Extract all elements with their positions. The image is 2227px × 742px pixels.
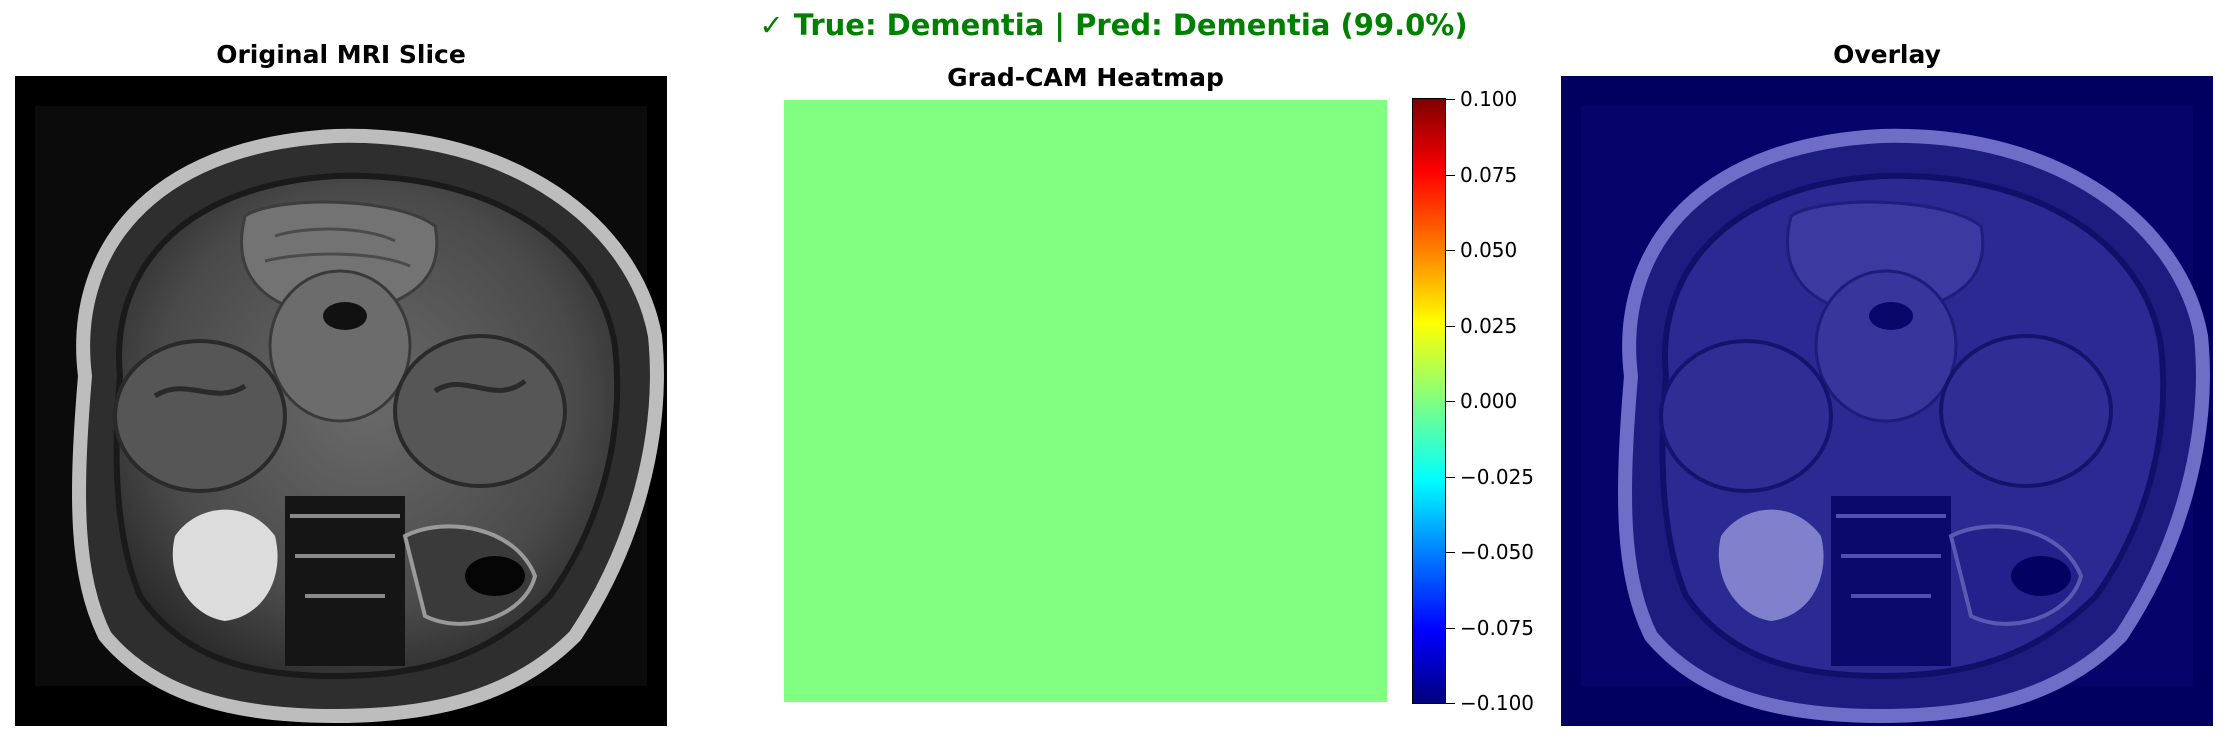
heatmap-panel-title: Grad-CAM Heatmap [947,63,1224,92]
colorbar-tick [1446,627,1455,629]
original-panel-title: Original MRI Slice [216,40,466,69]
colorbar-tick [1446,250,1455,251]
colorbar-tick-label: 0.025 [1460,313,1518,338]
colorbar-tick-label: −0.050 [1460,540,1535,564]
colorbar-tick-label: 0.050 [1460,238,1518,262]
gradcam-heatmap [784,100,1387,702]
colorbar-tick [1446,99,1455,100]
colorbar-tick-label: −0.100 [1460,691,1535,715]
colorbar-tick-label: −0.025 [1460,464,1535,489]
overlay-panel-title: Overlay [1833,40,1941,69]
original-mri-image [15,76,667,726]
colorbar-tick-label: 0.000 [1460,389,1518,413]
colorbar-tick [1446,703,1455,704]
overlay-image [1561,76,2213,726]
colorbar [1412,98,1446,704]
colorbar-tick-label: 0.100 [1460,87,1518,111]
colorbar-tick [1446,174,1455,176]
colorbar-tick [1446,325,1455,327]
colorbar-tick-label: 0.075 [1460,162,1518,187]
colorbar-tick [1446,401,1455,402]
colorbar-tick-label: −0.075 [1460,615,1535,640]
colorbar-tick [1446,476,1455,478]
colorbar-tick [1446,552,1455,553]
figure-title: ✓ True: Dementia | Pred: Dementia (99.0%… [759,8,1468,42]
